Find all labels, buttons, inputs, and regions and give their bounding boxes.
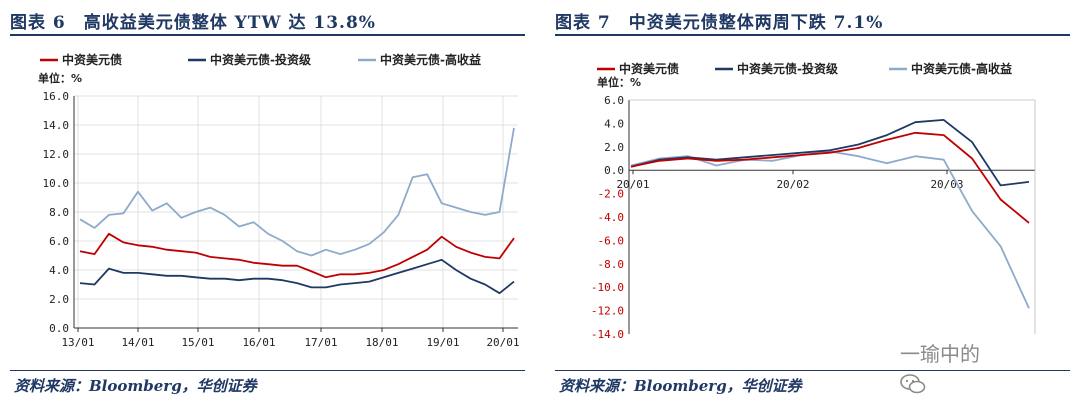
y-tick-label: 4.0	[604, 117, 624, 130]
watermark-text: 一瑜中的	[900, 342, 980, 366]
title-divider	[10, 34, 525, 36]
y-tick-label: 4.0	[49, 264, 69, 277]
y-tick-label: -12.0	[591, 305, 624, 318]
source-divider	[555, 370, 1070, 371]
x-tick-label: 20/01	[486, 336, 519, 349]
chart-title: 图表 7 中资美元债整体两周下跌 7.1%	[555, 13, 884, 33]
chart-panel-left: 图表 6 高收益美元债整体 YTW 达 13.8% 中资美元债 中资美元债-投资级…	[0, 0, 535, 400]
y-tick-label: 0.0	[49, 322, 69, 335]
y-tick-label: 2.0	[49, 293, 69, 306]
y-tick-label: 6.0	[49, 235, 69, 248]
y-tick-label: 10.0	[43, 177, 70, 190]
y-axis-unit: 单位：%	[38, 71, 82, 85]
series-line	[630, 119, 1030, 187]
y-tick-label: -14.0	[591, 328, 624, 341]
x-tick-label: 13/01	[61, 336, 94, 349]
x-tick-label: 20/02	[776, 178, 809, 191]
series-line	[79, 232, 515, 279]
legend-label: 中资美元债	[619, 61, 679, 76]
source-divider	[10, 370, 525, 371]
x-tick-label: 20/03	[930, 178, 963, 191]
y-tick-label: 6.0	[604, 94, 624, 107]
y-tick-label: -6.0	[598, 234, 625, 247]
series-line	[79, 258, 515, 295]
chart-title: 图表 6 高收益美元债整体 YTW 达 13.8%	[10, 13, 376, 33]
x-tick-label: 15/01	[181, 336, 214, 349]
y-tick-label: 8.0	[49, 206, 69, 219]
x-tick-label: 18/01	[365, 336, 398, 349]
legend-label: 中资美元债	[62, 52, 122, 67]
x-tick-label: 16/01	[242, 336, 275, 349]
x-tick-label: 14/01	[121, 336, 154, 349]
y-tick-label: -8.0	[598, 258, 625, 271]
legend-label: 中资美元债-高收益	[380, 52, 481, 67]
y-tick-label: -4.0	[598, 211, 625, 224]
series-line	[630, 131, 1030, 224]
legend-label: 中资美元债-投资级	[210, 52, 311, 67]
legend-label: 中资美元债-投资级	[737, 61, 838, 76]
y-tick-label: 2.0	[604, 141, 624, 154]
title-divider	[555, 34, 1070, 36]
legend-label: 中资美元债-高收益	[911, 61, 1012, 76]
x-tick-label: 17/01	[304, 336, 337, 349]
y-tick-label: -2.0	[598, 188, 625, 201]
y-axis-unit: 单位：%	[597, 75, 641, 89]
y-tick-label: 0.0	[604, 164, 624, 177]
series-line	[79, 127, 515, 257]
source-note: 资料来源：Bloomberg，华创证券	[559, 377, 802, 395]
wechat-icon	[900, 374, 926, 394]
x-tick-label: 19/01	[426, 336, 459, 349]
chart-panel-right: 图表 7 中资美元债整体两周下跌 7.1% 中资美元债 中资美元债-投资级 中资美元…	[545, 0, 1080, 400]
source-note: 资料来源：Bloomberg，华创证券	[14, 377, 257, 395]
y-tick-label: 14.0	[43, 119, 70, 132]
y-tick-label: 12.0	[43, 148, 70, 161]
series-line	[630, 150, 1030, 309]
y-tick-label: 16.0	[43, 90, 70, 103]
y-tick-label: -10.0	[591, 281, 624, 294]
x-tick-label: 20/01	[616, 178, 649, 191]
watermark: 一瑜中的	[900, 338, 980, 394]
